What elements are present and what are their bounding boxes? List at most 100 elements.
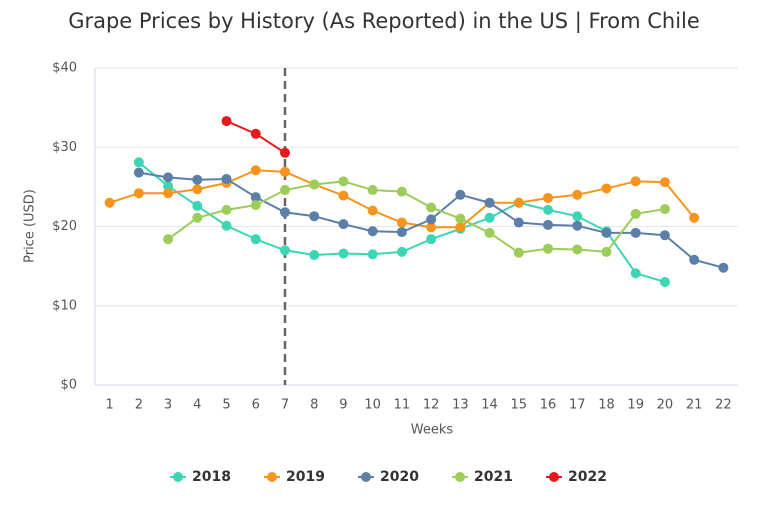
point [192, 174, 203, 185]
point [338, 219, 349, 230]
chart-title: Grape Prices by History (As Reported) in… [68, 9, 700, 34]
point [426, 222, 437, 233]
point [367, 249, 378, 260]
x-tick-label: 1 [105, 398, 113, 413]
y-tick-label: $30 [52, 140, 77, 155]
point [572, 211, 583, 222]
point [572, 189, 583, 200]
x-tick-label: 16 [540, 398, 557, 413]
point [455, 222, 466, 233]
point [513, 197, 524, 208]
point [250, 200, 261, 211]
point [133, 157, 144, 168]
legend-marker [549, 472, 559, 482]
point [689, 212, 700, 223]
point [221, 173, 232, 184]
x-tick-label: 21 [686, 398, 703, 413]
point [396, 186, 407, 197]
point [659, 177, 670, 188]
point [279, 245, 290, 256]
point [426, 214, 437, 225]
point [630, 227, 641, 238]
legend-marker [455, 472, 465, 482]
point [484, 197, 495, 208]
point [659, 276, 670, 287]
point [309, 250, 320, 261]
point [279, 166, 290, 177]
x-tick-label: 17 [569, 398, 586, 413]
point [133, 188, 144, 199]
y-tick-label: $40 [52, 61, 77, 76]
point [367, 205, 378, 216]
point [163, 172, 174, 183]
point [601, 183, 612, 194]
point [221, 116, 232, 127]
x-tick-label: 12 [423, 398, 440, 413]
x-axis-label: Weeks [411, 423, 454, 438]
point [104, 197, 115, 208]
point [630, 176, 641, 187]
x-tick-label: 5 [222, 398, 230, 413]
legend-text: 2018 [192, 469, 231, 485]
x-tick-label: 22 [715, 398, 732, 413]
x-tick-label: 4 [193, 398, 201, 413]
point [279, 207, 290, 218]
x-tick-label: 10 [364, 398, 381, 413]
point [543, 219, 554, 230]
y-axis-label: Price (USD) [23, 189, 38, 263]
point [279, 147, 290, 158]
point [484, 227, 495, 238]
legend-marker [361, 472, 371, 482]
point [338, 248, 349, 259]
x-tick-label: 15 [511, 398, 528, 413]
point [192, 212, 203, 223]
point [192, 184, 203, 195]
point [221, 204, 232, 215]
x-tick-label: 6 [252, 398, 260, 413]
point [250, 165, 261, 176]
point [338, 176, 349, 187]
point [367, 226, 378, 237]
x-tick-label: 18 [598, 398, 615, 413]
point [426, 234, 437, 245]
x-tick-label: 3 [164, 398, 172, 413]
point [163, 181, 174, 192]
x-tick-label: 8 [310, 398, 318, 413]
point [250, 192, 261, 203]
x-tick-label: 14 [481, 398, 498, 413]
point [338, 190, 349, 201]
y-tick-label: $10 [52, 298, 77, 313]
point [426, 202, 437, 213]
point [718, 262, 729, 273]
legend-text: 2022 [568, 469, 607, 485]
point [689, 254, 700, 265]
y-tick-label: $20 [52, 219, 77, 234]
legend-marker [267, 472, 277, 482]
point [279, 185, 290, 196]
point [396, 246, 407, 257]
point [133, 167, 144, 178]
point [367, 185, 378, 196]
point [309, 211, 320, 222]
point [396, 217, 407, 228]
point [513, 247, 524, 258]
point [250, 234, 261, 245]
x-tick-label: 11 [394, 398, 411, 413]
legend-marker [173, 472, 183, 482]
point [601, 227, 612, 238]
point [221, 220, 232, 231]
point [513, 217, 524, 228]
point [455, 213, 466, 224]
point [543, 204, 554, 215]
legend-text: 2021 [474, 469, 513, 485]
point [630, 208, 641, 219]
point [601, 246, 612, 257]
point [250, 128, 261, 139]
y-tick-label: $0 [60, 378, 77, 393]
point [396, 227, 407, 238]
x-tick-label: 20 [657, 398, 674, 413]
x-tick-label: 19 [627, 398, 644, 413]
point [572, 244, 583, 255]
x-tick-label: 9 [339, 398, 347, 413]
